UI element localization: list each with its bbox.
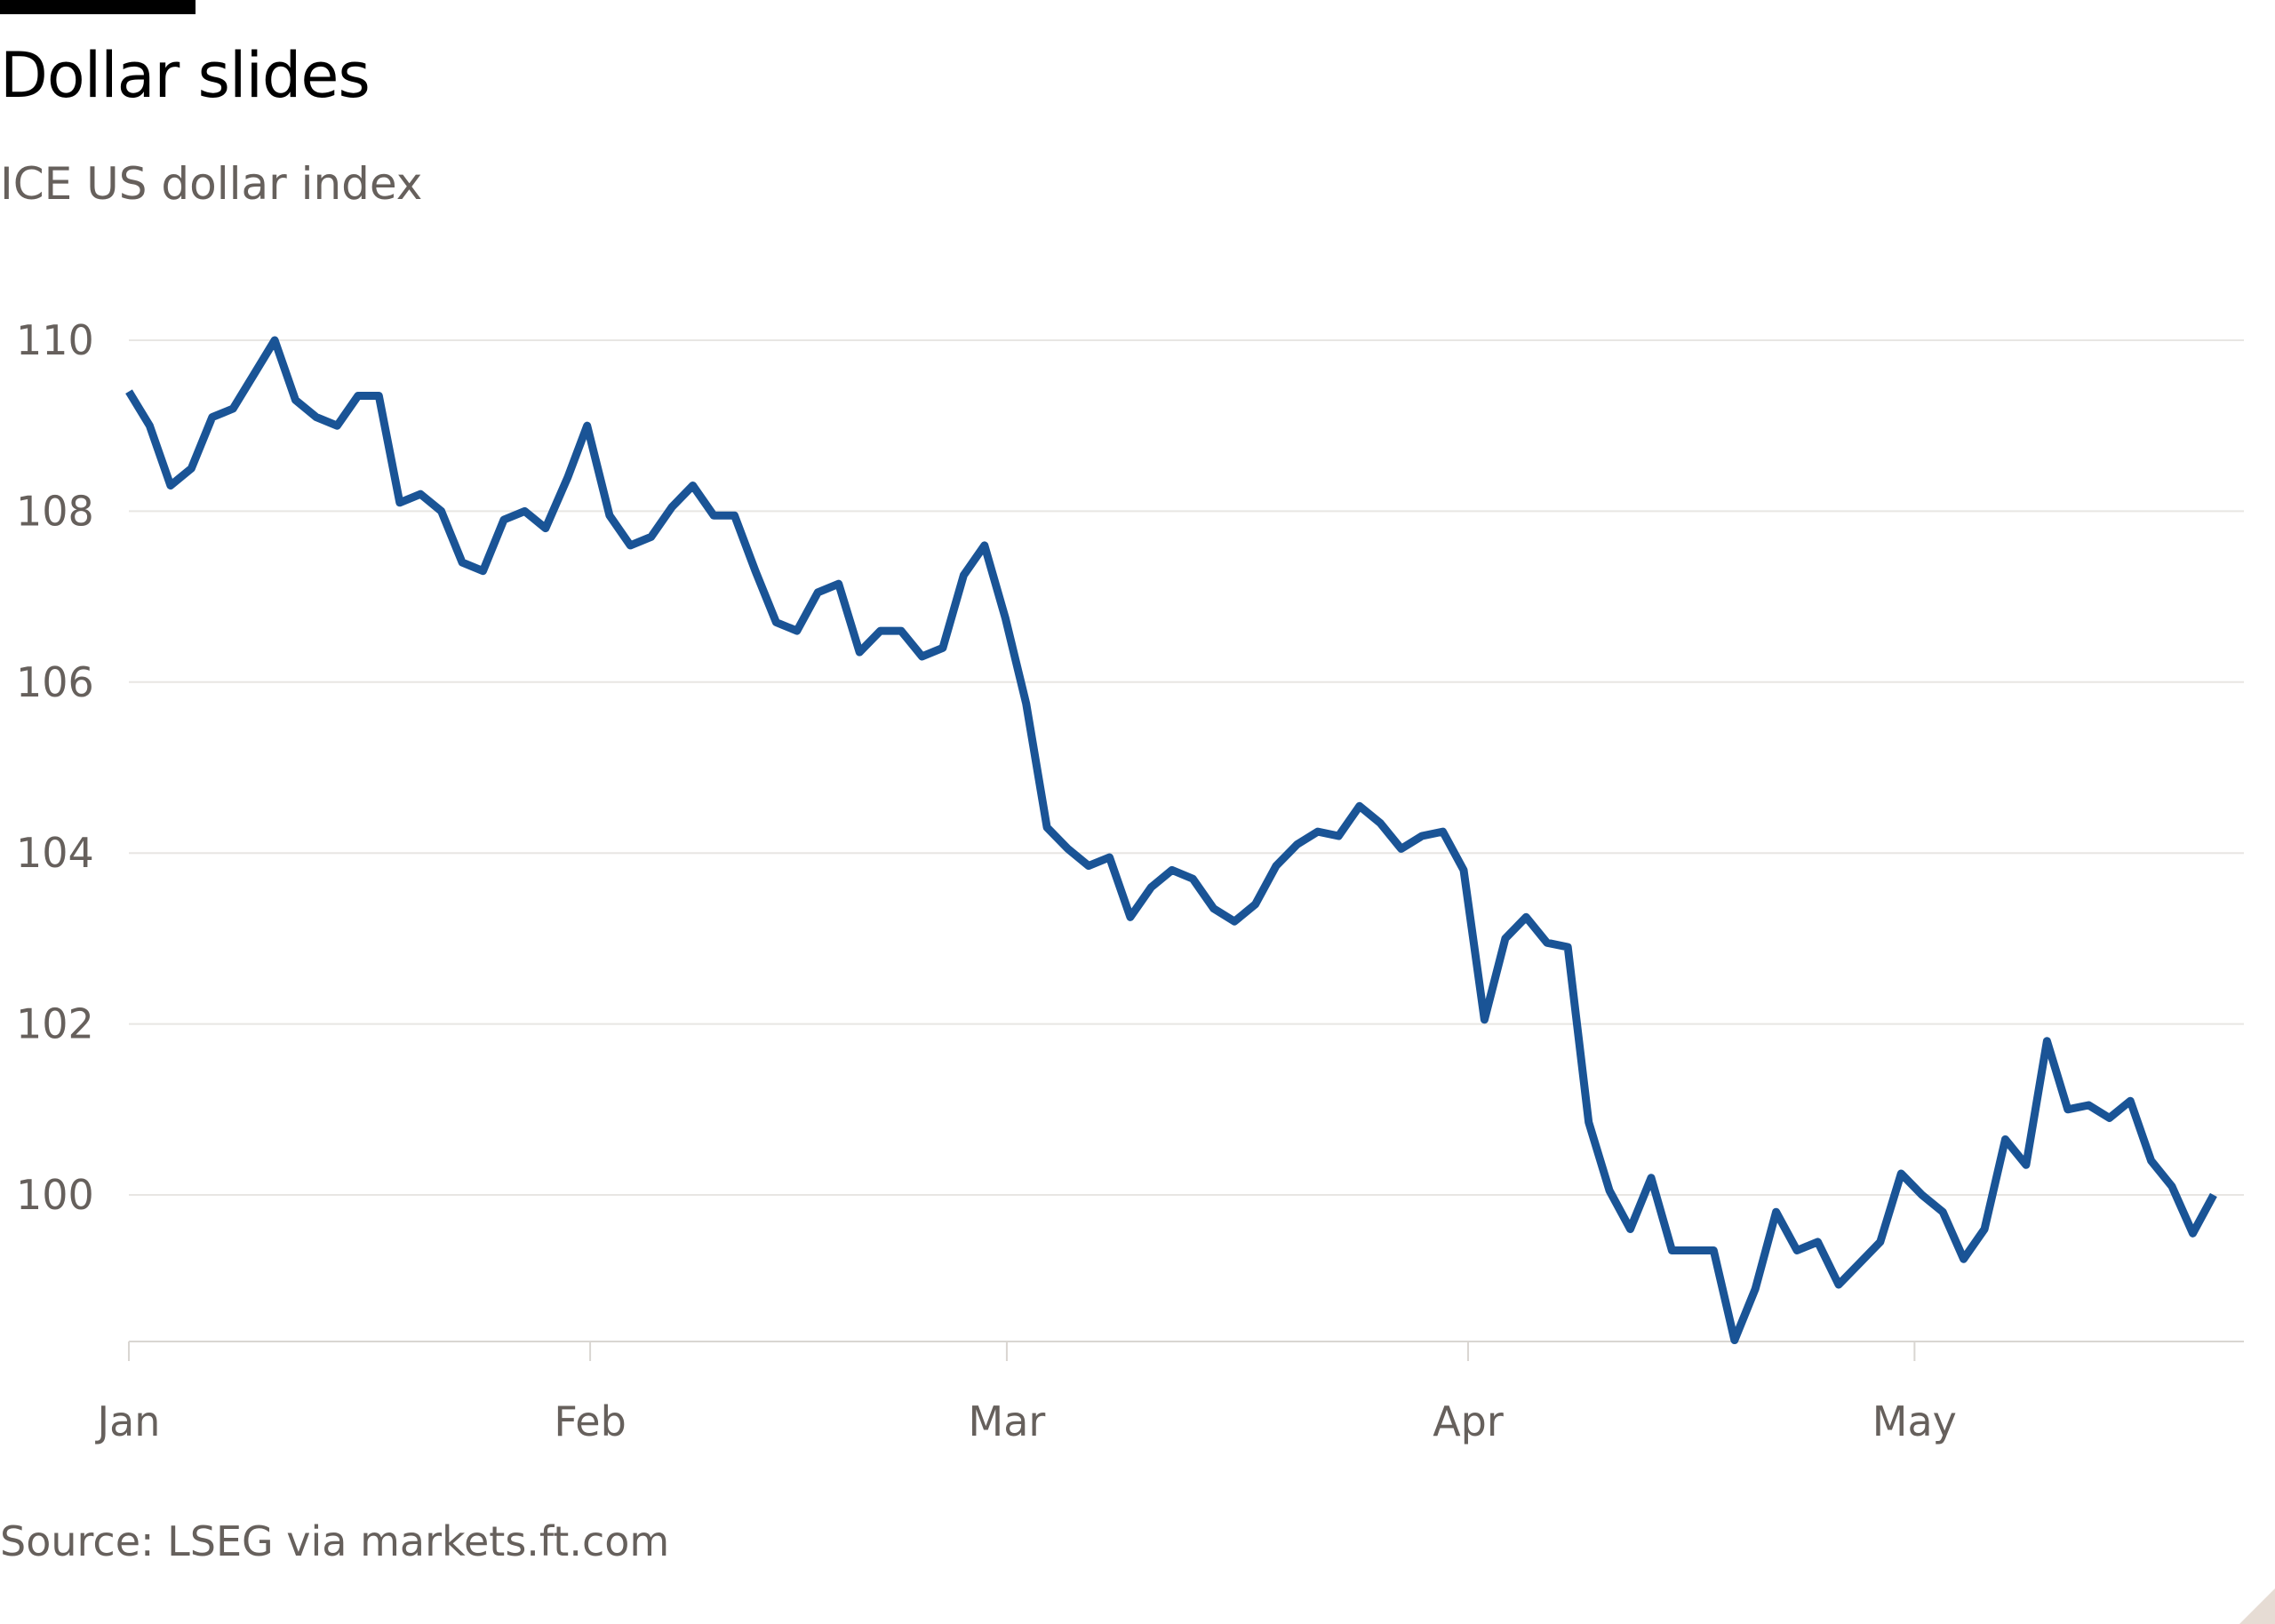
gridlines [129, 339, 2244, 1342]
chart-title: Dollar slides [0, 39, 371, 112]
top-accent-bar [0, 0, 196, 14]
x-tick-label: Mar [969, 1397, 1046, 1445]
y-tick-label: 100 [16, 1171, 94, 1219]
x-axis-ticks: Jan Feb Mar Apr May [95, 1341, 1957, 1445]
y-tick-label: 110 [16, 316, 94, 364]
x-tick-label: Apr [1433, 1397, 1504, 1445]
x-tick-label: Feb [554, 1397, 626, 1445]
y-tick-label: 108 [16, 487, 94, 535]
chart-subtitle: ICE US dollar index [0, 158, 423, 210]
y-axis-ticks: 100 102 104 106 108 110 [16, 316, 94, 1219]
series-layer [125, 336, 2217, 1344]
y-tick-label: 104 [16, 829, 94, 877]
x-tick-label: Jan [95, 1397, 161, 1445]
x-tick-label: May [1872, 1397, 1957, 1445]
y-tick-label: 106 [16, 658, 94, 706]
corner-mark [2239, 1588, 2275, 1624]
series-line [125, 336, 2217, 1344]
y-tick-label: 102 [16, 1000, 94, 1048]
source-note: Source: LSEG via markets.ft.com [0, 1517, 670, 1565]
